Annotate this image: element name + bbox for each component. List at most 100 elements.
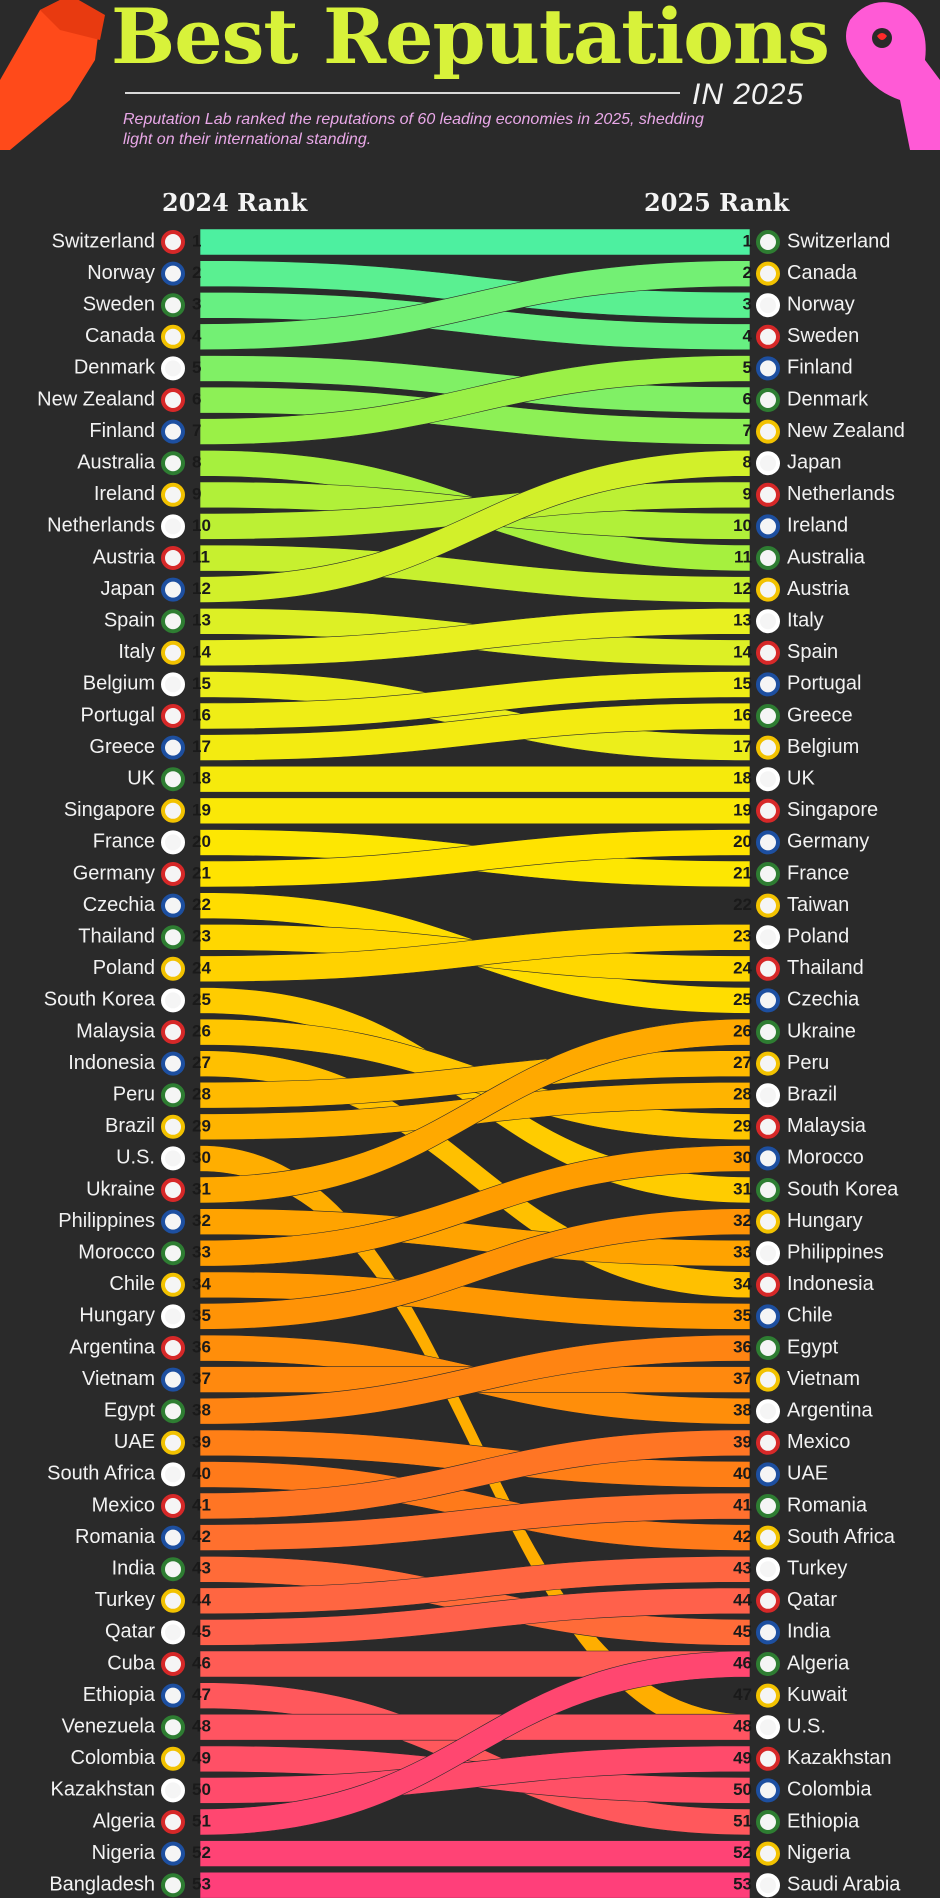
flag-icon-uae [756, 1462, 780, 1487]
rank-2024: 8 [192, 453, 201, 472]
flag-icon-portugal [161, 704, 185, 728]
flag-icon-uk [161, 767, 185, 792]
rank-2025: 34 [733, 1274, 752, 1293]
rank-2024: 10 [192, 516, 211, 535]
label-2024: Ukraine [86, 1178, 155, 1200]
rank-2025: 44 [733, 1590, 752, 1609]
year-label: IN 2025 [692, 78, 805, 111]
label-2025: Ireland [787, 515, 848, 537]
rank-2024: 16 [192, 705, 211, 724]
flag-icon-malaysia [756, 1114, 780, 1139]
flag-icon-switzerland [756, 230, 780, 254]
rank-2024: 23 [192, 927, 211, 946]
flag-icon-qatar [161, 1620, 185, 1645]
flag-icon-belgium [161, 672, 185, 697]
ribbon-singapore [199, 797, 751, 825]
label-2024: Belgium [83, 673, 155, 695]
rank-2024: 9 [192, 484, 201, 503]
rank-2024: 5 [192, 358, 201, 377]
thumbs-down-hand-icon [0, 0, 105, 150]
label-2025: Taiwan [787, 894, 849, 916]
flag-icon-japan [756, 451, 780, 476]
ribbon-turkey [199, 1555, 751, 1615]
flag-icon-indonesia [756, 1272, 780, 1297]
rank-2024: 33 [192, 1243, 211, 1262]
label-2025: Malaysia [787, 1115, 867, 1137]
flag-icon-thailand [161, 925, 185, 950]
ribbon-uae [199, 1429, 751, 1488]
flag-icon-finland [756, 356, 780, 381]
flag-icon-philippines [756, 1241, 780, 1266]
flag-icon-nigeria [161, 1841, 185, 1866]
label-2025: Sweden [787, 325, 859, 347]
flag-icon-taiwan [756, 893, 780, 918]
rank-2025: 27 [733, 1053, 752, 1072]
label-2025: UAE [787, 1463, 828, 1485]
rank-2025: 5 [743, 358, 752, 377]
label-2025: Ethiopia [787, 1810, 860, 1832]
rank-2024: 20 [192, 832, 211, 851]
flag-icon-cuba [161, 1652, 185, 1676]
flag-icon-south-korea [756, 1178, 780, 1202]
flag-icon-canada [161, 324, 185, 349]
label-2025: Canada [787, 262, 858, 284]
flag-icon-nigeria [756, 1841, 780, 1866]
label-2024: France [93, 831, 155, 853]
ribbon-poland [199, 923, 751, 983]
rank-2024: 48 [192, 1717, 211, 1736]
flag-icon-colombia [161, 1746, 185, 1771]
flag-icon-kuwait [756, 1683, 780, 1708]
flag-icon-qatar [756, 1588, 780, 1613]
rank-2025: 24 [733, 958, 752, 977]
label-2024: Portugal [81, 704, 156, 726]
label-2025: Germany [787, 831, 869, 853]
ribbon-algeria [199, 1650, 751, 1836]
ribbon-germany [199, 829, 751, 888]
flag-icon-philippines [161, 1209, 185, 1234]
flag-icon-egypt [756, 1336, 780, 1360]
flag-icon-mexico [161, 1494, 185, 1518]
rank-2024: 30 [192, 1148, 211, 1167]
rank-2025: 6 [743, 389, 752, 408]
label-2025: Brazil [787, 1083, 837, 1105]
label-2025: Norway [787, 293, 855, 315]
label-2025: Poland [787, 925, 849, 947]
rank-2025: 49 [733, 1748, 752, 1767]
rank-2025: 14 [733, 642, 752, 661]
header: Best Reputations IN 2025 Reputation Lab … [0, 0, 940, 190]
label-2024: Ethiopia [83, 1684, 156, 1706]
rank-2024: 39 [192, 1432, 211, 1451]
label-2024: Poland [93, 957, 155, 979]
rank-2025: 47 [733, 1685, 752, 1704]
flag-icon-finland [161, 419, 185, 444]
label-2025: Argentina [787, 1399, 873, 1421]
flag-icon-u-s- [756, 1715, 780, 1740]
label-2025: India [787, 1621, 831, 1643]
label-2024: Hungary [79, 1305, 155, 1327]
flag-icon-algeria [756, 1652, 780, 1676]
label-2024: Ireland [94, 483, 155, 505]
label-2024: Egypt [104, 1399, 156, 1421]
flag-icon-netherlands [161, 514, 185, 539]
page-title: Best Reputations [111, 0, 830, 81]
flag-icon-norway [161, 261, 185, 286]
label-2024: Denmark [74, 357, 156, 379]
rank-2024: 32 [192, 1211, 211, 1230]
label-2025: Netherlands [787, 483, 895, 505]
rank-2025: 4 [743, 326, 753, 345]
label-2025: Denmark [787, 388, 869, 410]
label-2025: Vietnam [787, 1368, 860, 1390]
ribbon-japan [199, 449, 751, 603]
flag-icon-vietnam [756, 1367, 780, 1392]
rank-2025: 50 [733, 1780, 752, 1799]
label-2025: Morocco [787, 1147, 864, 1169]
label-2025: UK [787, 767, 815, 789]
flag-icon-chile [756, 1304, 780, 1329]
flag-icon-singapore [756, 798, 780, 823]
label-2024: Sweden [83, 293, 155, 315]
label-2024: Nigeria [92, 1842, 156, 1864]
rank-2024: 26 [192, 1021, 211, 1040]
rank-2025: 53 [733, 1875, 752, 1894]
label-2025: Mexico [787, 1431, 850, 1453]
flag-icon-spain [161, 609, 185, 634]
